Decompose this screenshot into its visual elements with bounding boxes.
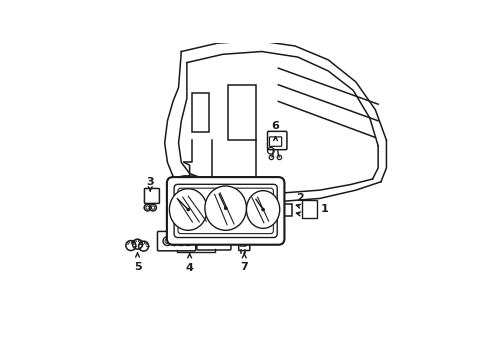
FancyBboxPatch shape <box>157 231 195 251</box>
Text: 2: 2 <box>296 193 304 203</box>
Ellipse shape <box>204 186 246 230</box>
FancyBboxPatch shape <box>267 131 286 150</box>
FancyBboxPatch shape <box>178 188 273 234</box>
Ellipse shape <box>216 237 221 244</box>
Polygon shape <box>192 93 208 132</box>
Polygon shape <box>301 200 317 218</box>
Ellipse shape <box>169 189 207 230</box>
Circle shape <box>224 207 226 209</box>
FancyBboxPatch shape <box>144 188 159 203</box>
Ellipse shape <box>246 191 279 228</box>
Circle shape <box>262 208 264 211</box>
Polygon shape <box>183 176 195 187</box>
Text: 3: 3 <box>146 177 154 187</box>
FancyBboxPatch shape <box>174 184 277 238</box>
Text: 6: 6 <box>271 121 279 131</box>
Ellipse shape <box>202 237 207 244</box>
Text: 7: 7 <box>240 262 247 272</box>
Polygon shape <box>267 236 272 242</box>
Polygon shape <box>228 85 256 140</box>
Polygon shape <box>276 236 284 240</box>
Text: 5: 5 <box>133 262 141 272</box>
Text: 1: 1 <box>320 204 327 214</box>
Text: 4: 4 <box>185 263 193 273</box>
FancyBboxPatch shape <box>238 235 249 251</box>
FancyBboxPatch shape <box>197 232 230 250</box>
FancyBboxPatch shape <box>269 137 281 146</box>
Ellipse shape <box>208 237 214 244</box>
FancyBboxPatch shape <box>166 177 284 245</box>
Circle shape <box>187 208 189 211</box>
Polygon shape <box>284 204 292 216</box>
FancyBboxPatch shape <box>240 240 245 246</box>
Polygon shape <box>178 236 183 242</box>
